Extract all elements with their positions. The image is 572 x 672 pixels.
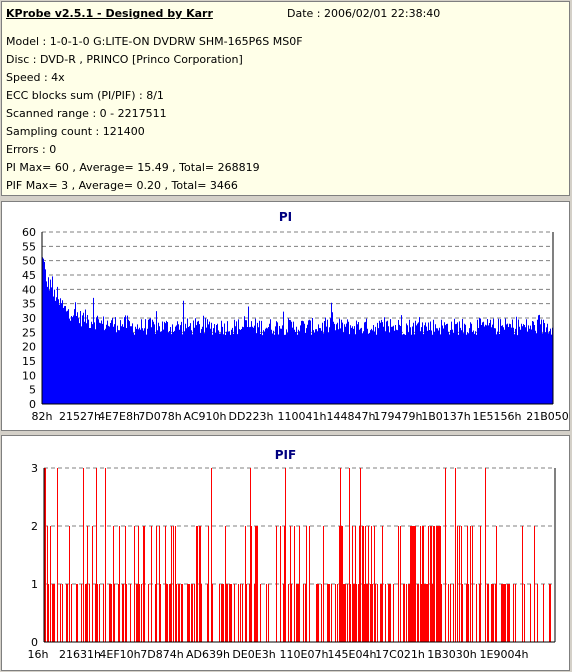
pif-x-tick-label: 110E07h xyxy=(280,648,329,661)
model-line: Model : 1-0-1-0 G:LITE-ON DVDRW SHM-165P… xyxy=(6,35,303,48)
pi-y-tick-label: 30 xyxy=(22,312,36,325)
pi-y-tick-label: 15 xyxy=(22,355,36,368)
pi-x-tick-label: 21B050h xyxy=(526,410,569,423)
pif-x-tick-label: 7D874h xyxy=(140,648,183,661)
pif-y-tick-label: 3 xyxy=(31,462,38,475)
ecc-line: ECC blocks sum (PI/PIF) : 8/1 xyxy=(6,89,164,102)
pi-y-tick-label: 45 xyxy=(22,269,36,282)
pi-y-tick-label: 0 xyxy=(29,398,36,411)
pi-y-tick-label: 25 xyxy=(22,326,36,339)
range-line: Scanned range : 0 - 2217511 xyxy=(6,107,167,120)
pif-chart-title: PIF xyxy=(274,448,297,462)
pi-x-tick-label: 1E5156h xyxy=(473,410,522,423)
pif-x-tick-label: 145E04h xyxy=(328,648,377,661)
app-title: KProbe v2.5.1 - Designed by Karr xyxy=(6,7,213,20)
pif-x-tick-label: 1E9004h xyxy=(480,648,529,661)
pif-x-tick-label: DE0E3h xyxy=(232,648,275,661)
pi-x-tick-label: 4E7E8h xyxy=(98,410,140,423)
pif-summary-line: PIF Max= 3 , Average= 0.20 , Total= 3466 xyxy=(6,179,238,192)
pi-x-tick-label: 179479h xyxy=(374,410,423,423)
pi-y-tick-label: 40 xyxy=(22,283,36,296)
pi-x-tick-label: 110041h xyxy=(278,410,327,423)
pi-x-tick-label: DD223h xyxy=(229,410,274,423)
pif-x-tick-label: 21631h xyxy=(59,648,101,661)
pi-chart-panel: PI 0 5 10 15 20 25 30 35 40 45 50 55 60 82h 21527h 4E7E… xyxy=(1,201,570,431)
pi-x-tick-label: 82h xyxy=(32,410,53,423)
pif-bars xyxy=(44,468,551,642)
pi-x-tick-label: 21527h xyxy=(59,410,101,423)
pif-y-tick-label: 2 xyxy=(31,520,38,533)
pi-x-tick-label: 1B0137h xyxy=(421,410,471,423)
pi-x-tick-label: 144847h xyxy=(327,410,376,423)
info-panel: KProbe v2.5.1 - Designed by Karr Date : … xyxy=(1,1,570,196)
pif-x-tick-label: 4EF10h xyxy=(99,648,140,661)
pif-x-tick-label: AD639h xyxy=(186,648,230,661)
pif-x-tick-label: 17C021h xyxy=(375,648,425,661)
pi-y-tick-label: 20 xyxy=(22,341,36,354)
pi-y-tick-label: 5 xyxy=(29,384,36,397)
pif-x-tick-label: 1B3030h xyxy=(427,648,477,661)
pi-y-tick-label: 60 xyxy=(22,226,36,239)
pi-y-tick-label: 50 xyxy=(22,255,36,268)
pi-y-tick-label: 55 xyxy=(22,240,36,253)
pi-bars xyxy=(42,257,553,404)
pi-y-tick-label: 10 xyxy=(22,369,36,382)
pif-chart-panel: PIF 0 1 2 3 16h 21631h 4EF10h 7D874h AD639h DE0E3… xyxy=(1,435,570,671)
scan-date: Date : 2006/02/01 22:38:40 xyxy=(287,7,441,20)
errors-line: Errors : 0 xyxy=(6,143,57,156)
disc-line: Disc : DVD-R , PRINCO [Princo Corporatio… xyxy=(6,53,243,66)
sampling-line: Sampling count : 121400 xyxy=(6,125,145,138)
pi-x-tick-label: AC910h xyxy=(184,410,227,423)
speed-line: Speed : 4x xyxy=(6,71,65,84)
pi-summary-line: PI Max= 60 , Average= 15.49 , Total= 268… xyxy=(6,161,260,174)
pi-x-tick-label: 7D078h xyxy=(138,410,181,423)
pi-y-tick-label: 35 xyxy=(22,298,36,311)
pif-y-tick-label: 1 xyxy=(31,578,38,591)
pif-y-tick-label: 0 xyxy=(31,636,38,649)
pi-chart-title: PI xyxy=(278,210,293,224)
pif-x-tick-label: 16h xyxy=(28,648,49,661)
